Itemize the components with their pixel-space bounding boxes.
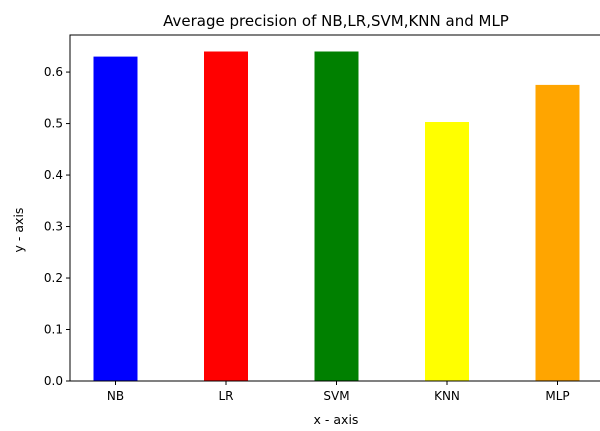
bar-svm <box>314 51 359 381</box>
x-axis-label: x - axis <box>314 412 359 427</box>
bar-knn <box>425 122 469 381</box>
x-ticks-group: NB LR SVM KNN MLP <box>107 381 570 403</box>
x-tick-label: SVM <box>323 389 349 403</box>
y-tick-label: 0.0 <box>44 374 63 388</box>
y-tick-label: 0.6 <box>44 65 63 79</box>
bars-group <box>93 51 580 382</box>
y-tick-label: 0.4 <box>44 168 63 182</box>
y-tick-label: 0.5 <box>44 117 63 131</box>
y-axis-label: y - axis <box>11 208 26 253</box>
y-ticks-group: 0.0 0.1 0.2 0.3 0.4 0.5 0.6 <box>44 65 70 388</box>
bar-mlp <box>535 84 580 382</box>
plot-frame <box>69 34 600 382</box>
x-tick-label: NB <box>107 389 124 403</box>
y-tick-label: 0.2 <box>44 271 63 285</box>
chart-title: Average precision of NB,LR,SVM,KNN and M… <box>163 12 509 30</box>
y-tick-label: 0.3 <box>44 220 63 234</box>
y-tick-label: 0.1 <box>44 323 63 337</box>
x-tick-label: KNN <box>434 389 460 403</box>
bar-lr <box>204 51 248 381</box>
x-tick-label: LR <box>218 389 233 403</box>
x-tick-label: MLP <box>545 389 569 403</box>
bar-nb <box>93 56 138 381</box>
